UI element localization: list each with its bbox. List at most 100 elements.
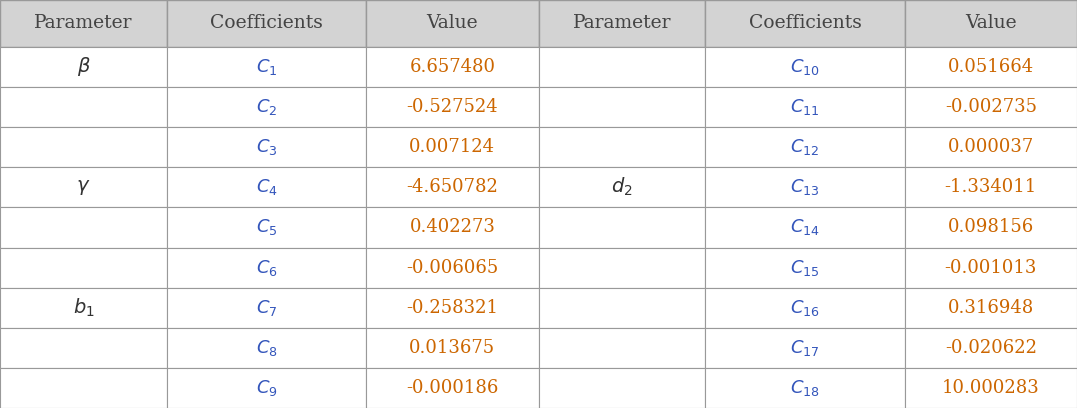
Text: 0.000037: 0.000037 [948,138,1034,156]
Bar [167,207,366,248]
Bar [905,47,1077,87]
Bar [705,248,905,288]
Bar [705,368,905,408]
Bar [538,288,705,328]
Text: $C_5$: $C_5$ [256,217,277,237]
Bar [538,328,705,368]
Bar [705,207,905,248]
Bar [905,127,1077,167]
Text: $b_1$: $b_1$ [72,297,95,319]
Bar [705,0,905,47]
Text: $C_{11}$: $C_{11}$ [791,97,820,117]
Text: 0.402273: 0.402273 [409,218,495,237]
Text: 6.657480: 6.657480 [409,58,495,76]
Text: 0.098156: 0.098156 [948,218,1034,237]
Bar [0,248,167,288]
Bar [705,288,905,328]
Bar [538,207,705,248]
Text: $C_{18}$: $C_{18}$ [791,378,820,398]
Bar [538,0,705,47]
Bar [538,368,705,408]
Text: $C_{10}$: $C_{10}$ [791,57,820,77]
Text: $C_{12}$: $C_{12}$ [791,137,820,157]
Text: -0.020622: -0.020622 [945,339,1037,357]
Bar [366,207,538,248]
Bar [167,368,366,408]
Bar [0,0,167,47]
Bar [366,248,538,288]
Bar [366,127,538,167]
Text: $d_2$: $d_2$ [611,176,633,198]
Bar [167,0,366,47]
Bar [167,167,366,207]
Text: $C_6$: $C_6$ [255,257,278,277]
Text: -0.001013: -0.001013 [945,259,1037,277]
Text: $C_9$: $C_9$ [255,378,278,398]
Text: -4.650782: -4.650782 [406,178,499,196]
Text: Parameter: Parameter [34,14,132,33]
Bar [0,127,167,167]
Text: 0.007124: 0.007124 [409,138,495,156]
Bar [167,328,366,368]
Bar [0,167,167,207]
Text: $C_3$: $C_3$ [256,137,277,157]
Bar [705,47,905,87]
Bar [705,328,905,368]
Text: Coefficients: Coefficients [749,14,862,33]
Bar [0,328,167,368]
Text: $C_{13}$: $C_{13}$ [791,177,820,197]
Bar [167,127,366,167]
Bar [705,167,905,207]
Bar [905,167,1077,207]
Bar [705,87,905,127]
Bar [905,328,1077,368]
Text: -1.334011: -1.334011 [945,178,1037,196]
Bar [905,248,1077,288]
Bar [167,288,366,328]
Bar [905,288,1077,328]
Bar [705,127,905,167]
Text: $C_{15}$: $C_{15}$ [791,257,820,277]
Text: $C_{16}$: $C_{16}$ [791,298,820,318]
Text: -0.006065: -0.006065 [406,259,499,277]
Text: -0.002735: -0.002735 [945,98,1037,116]
Text: 0.316948: 0.316948 [948,299,1034,317]
Text: Value: Value [965,14,1017,33]
Bar [905,207,1077,248]
Bar [538,167,705,207]
Bar [905,0,1077,47]
Text: $C_8$: $C_8$ [255,338,278,358]
Bar [538,248,705,288]
Text: -0.000186: -0.000186 [406,379,499,397]
Bar [0,47,167,87]
Text: -0.258321: -0.258321 [406,299,499,317]
Bar [538,127,705,167]
Bar [366,368,538,408]
Text: $C_{14}$: $C_{14}$ [791,217,820,237]
Bar [0,87,167,127]
Text: 0.013675: 0.013675 [409,339,495,357]
Text: $C_2$: $C_2$ [256,97,277,117]
Text: -0.527524: -0.527524 [406,98,499,116]
Text: $C_7$: $C_7$ [256,298,277,318]
Bar [905,87,1077,127]
Bar [366,328,538,368]
Bar [366,0,538,47]
Bar [0,207,167,248]
Bar [167,87,366,127]
Bar [167,47,366,87]
Text: 10.000283: 10.000283 [942,379,1039,397]
Text: $C_4$: $C_4$ [255,177,278,197]
Text: Value: Value [426,14,478,33]
Bar [0,288,167,328]
Text: 0.051664: 0.051664 [948,58,1034,76]
Bar [167,248,366,288]
Bar [538,47,705,87]
Bar [366,47,538,87]
Bar [0,368,167,408]
Bar [905,368,1077,408]
Text: $C_1$: $C_1$ [256,57,277,77]
Text: Parameter: Parameter [573,14,671,33]
Bar [366,288,538,328]
Bar [366,87,538,127]
